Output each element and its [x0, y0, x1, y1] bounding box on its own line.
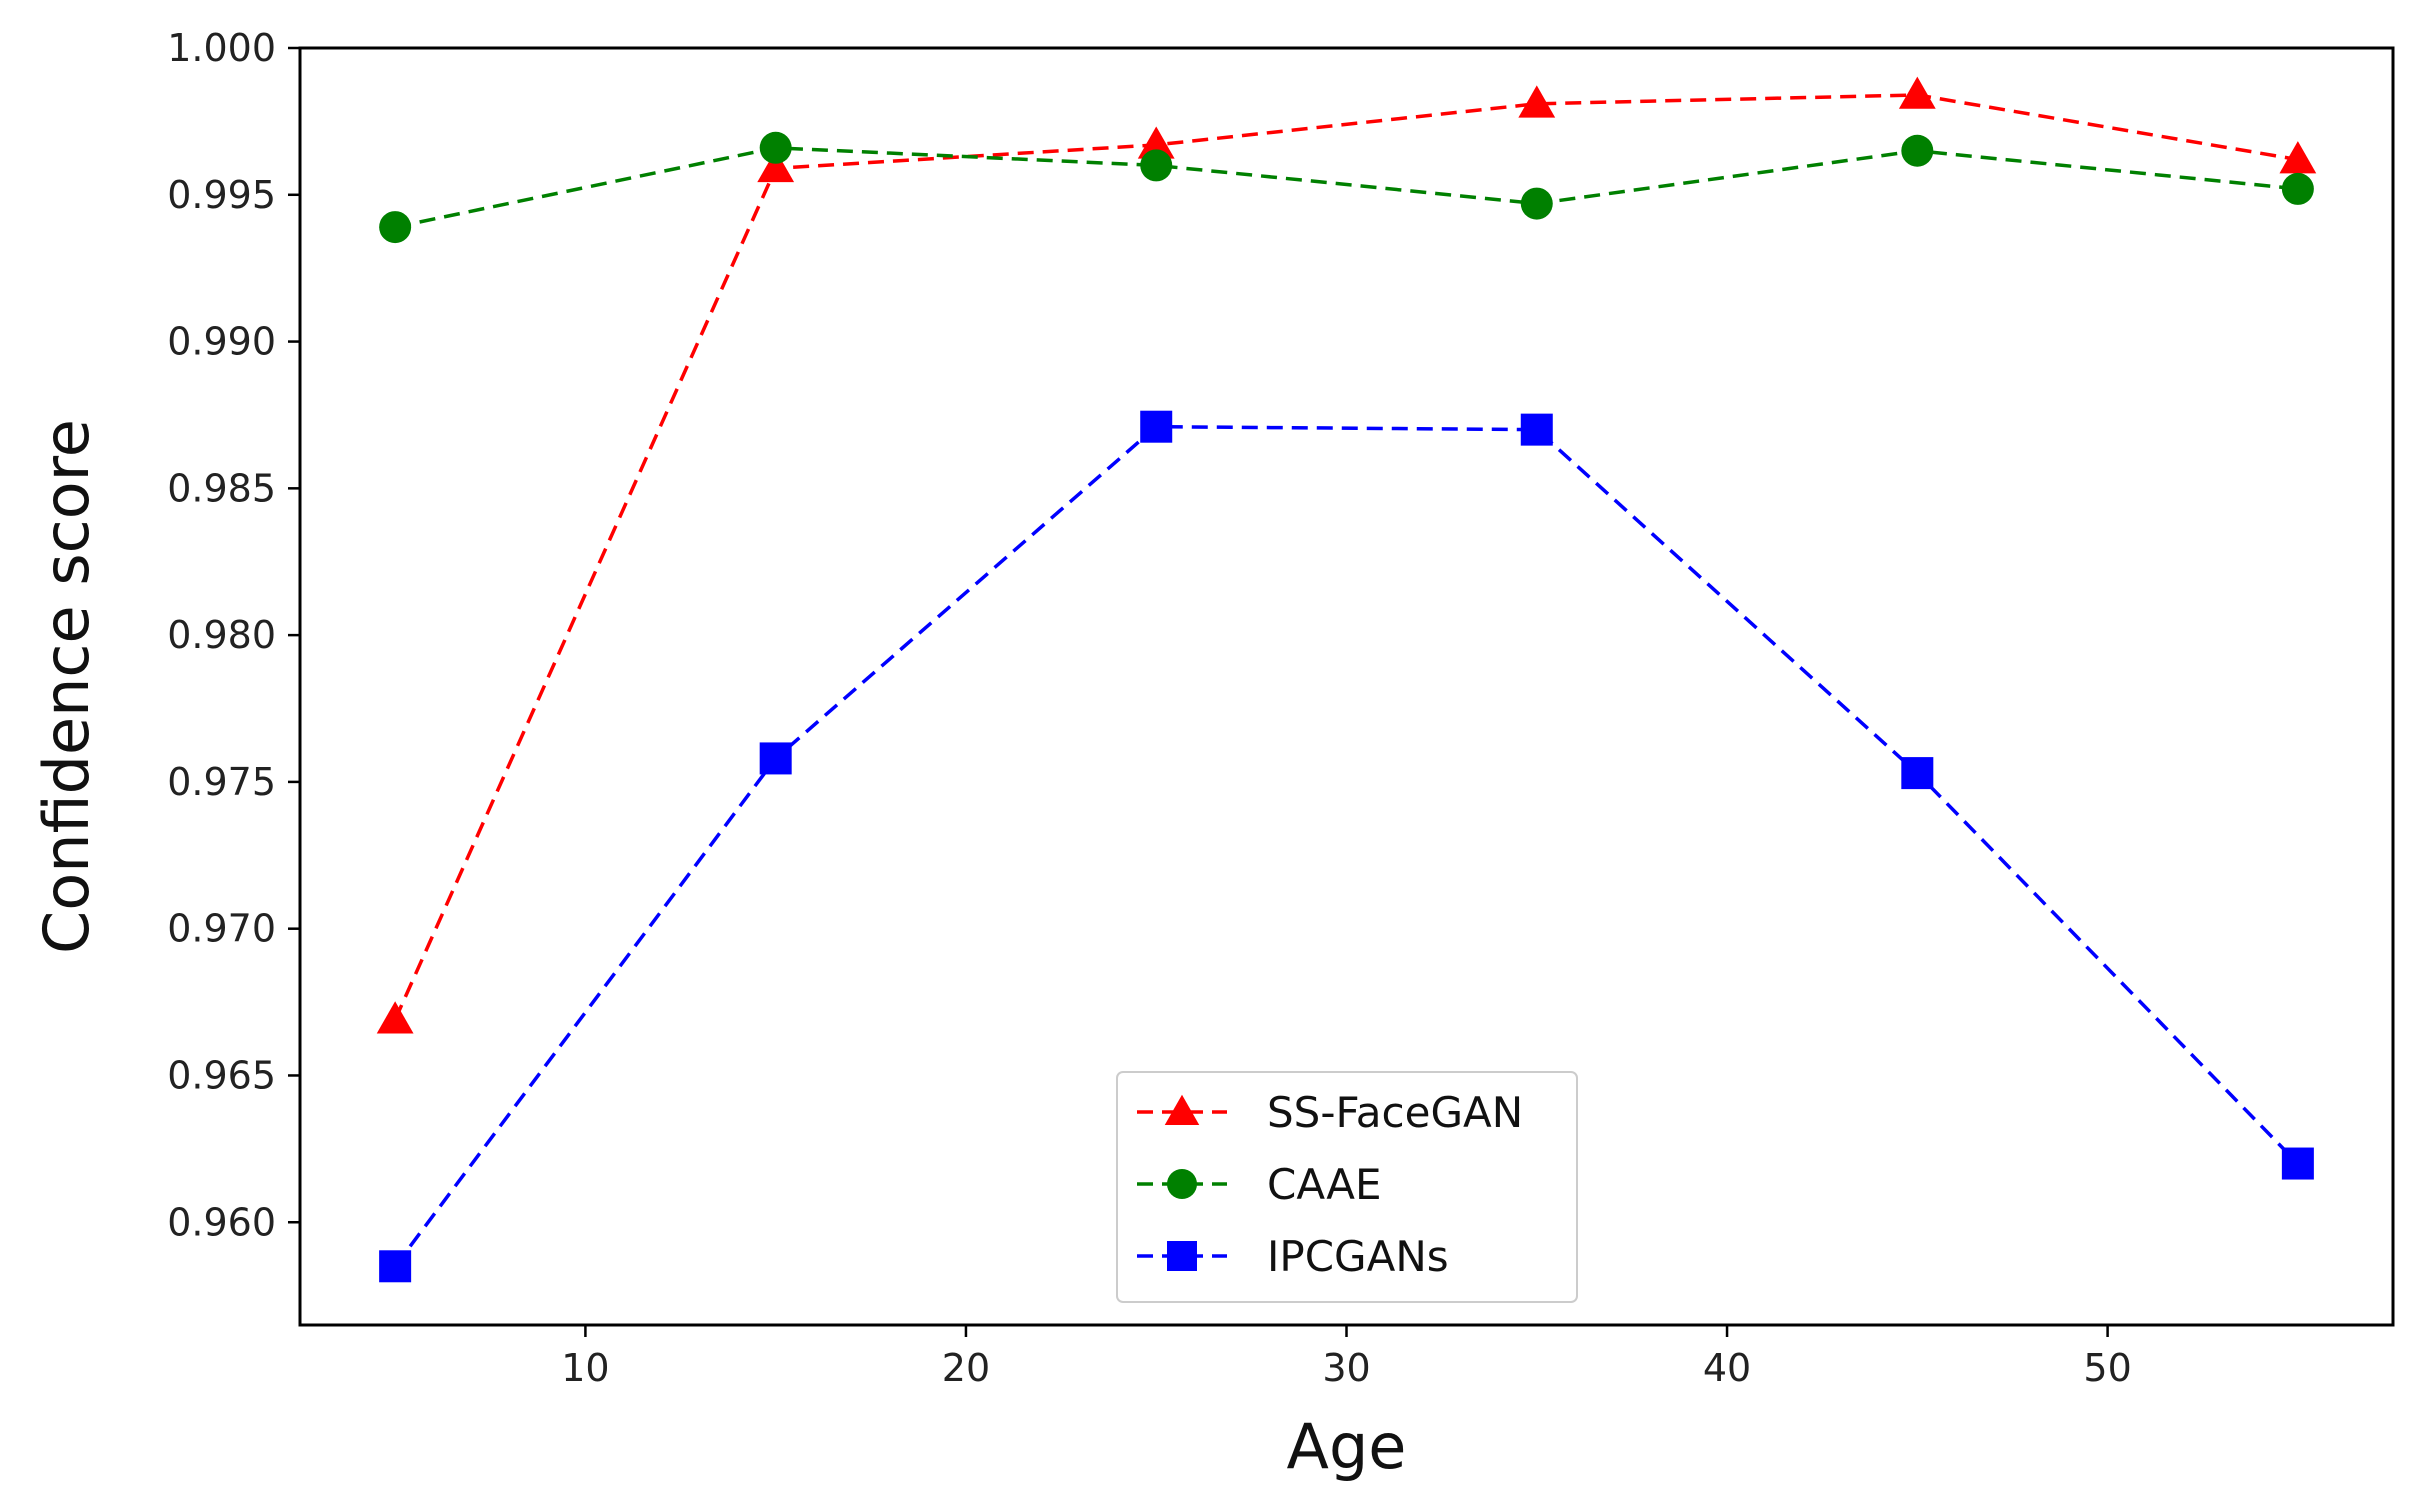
data-point-caae	[379, 211, 412, 244]
data-point-ss-facegan	[1898, 76, 1936, 109]
data-point-ss-facegan	[2279, 141, 2317, 174]
series-line-ipcgans	[393, 424, 2300, 1268]
x-tick-label: 50	[2083, 1346, 2131, 1390]
legend-item-ss-facegan: SS-FaceGAN	[1137, 1088, 1523, 1137]
legend-marker	[1167, 1169, 1197, 1199]
data-point-ss-facegan	[757, 149, 795, 183]
legend: SS-FaceGAN CAAE IPCGANs	[1116, 1071, 1578, 1303]
x-tick-label: 20	[942, 1346, 990, 1390]
data-point-ss-facegan	[1137, 126, 1175, 159]
y-tick-label: 0.975	[167, 760, 276, 804]
data-point-ipcgans	[759, 742, 792, 775]
data-point-caae	[1140, 149, 1173, 182]
series-caae	[379, 131, 2314, 244]
y-tick-label: 1.000	[167, 26, 276, 70]
data-point-ipcgans	[379, 1250, 412, 1283]
x-axis: 10 20 30 40 50	[561, 1325, 2132, 1390]
y-axis-title: Confidence score	[30, 419, 103, 954]
data-point-ss-facegan	[376, 1001, 414, 1034]
series-ss-facegan	[376, 76, 2317, 1034]
y-axis: 0.960 0.965 0.970 0.975 0.980 0.985 0.990 0.995…	[167, 26, 300, 1244]
data-point-caae	[2281, 172, 2314, 205]
y-tick-label: 0.995	[167, 173, 276, 217]
y-tick-label: 0.980	[167, 613, 276, 657]
data-point-ipcgans	[1901, 757, 1934, 790]
x-tick-label: 40	[1703, 1346, 1751, 1390]
x-tick-label: 30	[1322, 1346, 1370, 1390]
y-tick-label: 0.965	[167, 1053, 276, 1097]
x-axis-title: Age	[1287, 1410, 1407, 1483]
legend-marker	[1167, 1241, 1197, 1271]
y-tick-label: 0.970	[167, 907, 276, 951]
data-point-caae	[1520, 187, 1553, 220]
series-line-caae	[394, 146, 2299, 229]
series-line-ss-facegan	[393, 93, 2299, 1021]
series-layer	[376, 76, 2317, 1283]
data-point-ipcgans	[1140, 410, 1173, 443]
legend-label: IPCGANs	[1267, 1232, 1449, 1281]
data-point-caae	[759, 131, 792, 164]
x-tick-label: 10	[561, 1346, 609, 1390]
y-tick-label: 0.960	[167, 1200, 276, 1244]
series-ipcgans	[379, 410, 2314, 1283]
legend-box	[1116, 1071, 1578, 1303]
legend-label: CAAE	[1267, 1160, 1382, 1209]
legend-marker	[1164, 1094, 1200, 1125]
data-point-ss-facegan	[1518, 85, 1556, 118]
data-point-ipcgans	[1520, 413, 1553, 446]
y-tick-label: 0.985	[167, 466, 276, 510]
legend-label: SS-FaceGAN	[1267, 1088, 1523, 1137]
legend-item-caae: CAAE	[1137, 1160, 1382, 1209]
y-tick-label: 0.990	[167, 320, 276, 364]
data-point-caae	[1901, 134, 1934, 167]
legend-item-ipcgans: IPCGANs	[1137, 1232, 1449, 1281]
data-point-ipcgans	[2281, 1147, 2314, 1180]
